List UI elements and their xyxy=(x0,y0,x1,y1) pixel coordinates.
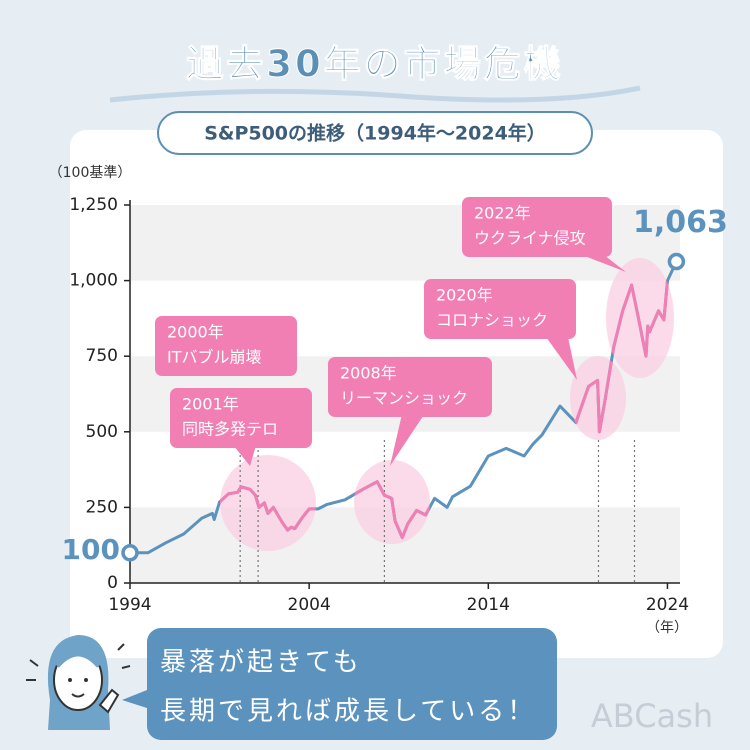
subtitle-pill xyxy=(157,111,593,155)
logo: ABCash xyxy=(591,697,713,735)
y-tick-label: 1,000 xyxy=(69,271,118,291)
message-line: 長期で見れば成長している！ xyxy=(160,697,536,727)
callout-text: ITバブル崩壊 xyxy=(167,348,262,367)
crisis-highlight xyxy=(220,455,316,551)
callout-box xyxy=(424,279,576,339)
y-tick-label: 500 xyxy=(86,422,118,442)
bubble-tail xyxy=(122,690,147,708)
x-tick-label: 2024 xyxy=(646,595,689,615)
callout-tail xyxy=(233,446,256,466)
subtitle: S&P500の推移（1994年〜2024年） xyxy=(204,122,546,145)
callout-tail xyxy=(390,415,424,466)
y-axis-label: （100基準） xyxy=(49,164,132,181)
x-tick-label: 1994 xyxy=(108,595,151,615)
callout-text: 2008年 xyxy=(340,364,397,383)
message-line: 暴落が起きても xyxy=(160,648,362,678)
end-point xyxy=(121,544,139,562)
title-underline xyxy=(109,85,641,103)
x-tick-label: 2014 xyxy=(467,595,510,615)
title: 過去30年の市場危機 xyxy=(186,43,564,86)
callout-text: コロナショック xyxy=(436,311,548,330)
callout-text: リーマンショック xyxy=(340,389,468,408)
callout-text: ウクライナ侵攻 xyxy=(474,229,586,248)
callout-box xyxy=(328,357,492,417)
y-tick-label: 0 xyxy=(107,573,118,593)
value-label: 1,063 xyxy=(633,205,728,240)
callout-tail xyxy=(582,255,626,272)
x-tick-label: 2004 xyxy=(288,595,331,615)
callout-text: 2000年 xyxy=(167,323,224,342)
callout-tail xyxy=(546,337,577,380)
x-axis-label: （年） xyxy=(646,620,688,636)
value-label: 100 xyxy=(62,533,120,566)
callout-box xyxy=(462,197,612,257)
callout-box xyxy=(170,388,312,448)
callout-text: 同時多発テロ xyxy=(182,420,278,439)
callout-text: 2022年 xyxy=(474,204,531,223)
y-tick-label: 750 xyxy=(86,346,118,366)
callout-box xyxy=(155,316,297,376)
speech-bubble xyxy=(147,628,557,740)
y-tick-label: 1,250 xyxy=(69,195,118,215)
crisis-highlight xyxy=(606,258,674,378)
callout-text: 2020年 xyxy=(436,286,493,305)
callout-text: 2001年 xyxy=(182,395,239,414)
y-tick-label: 250 xyxy=(86,497,118,517)
end-point xyxy=(667,252,686,271)
character xyxy=(26,635,131,730)
